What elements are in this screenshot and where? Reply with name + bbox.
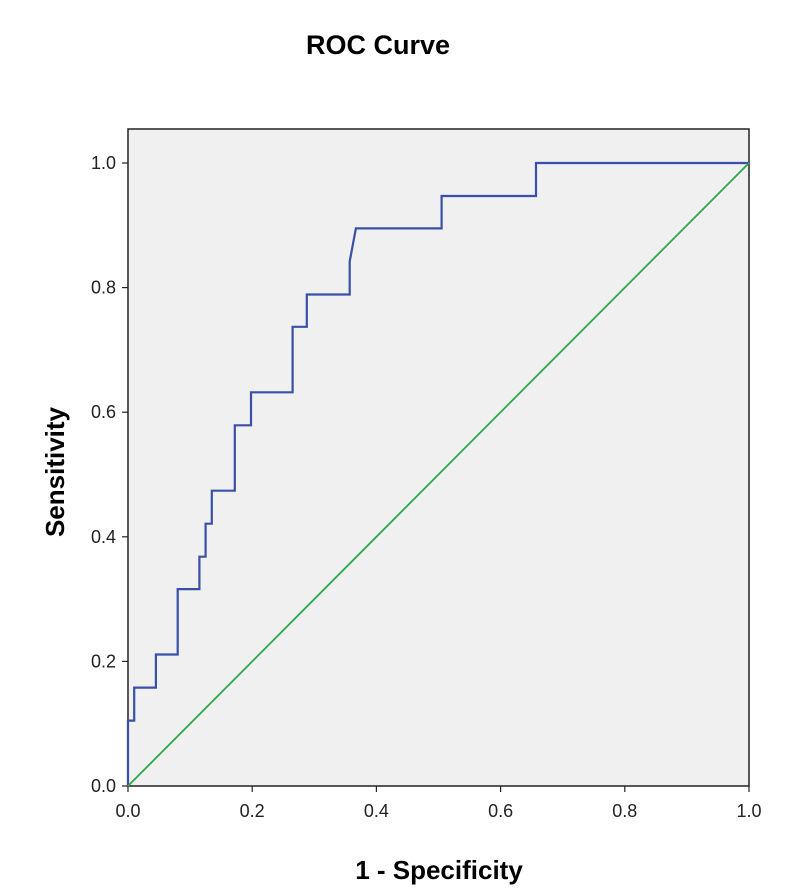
y-axis-label: Sensitivity bbox=[40, 406, 70, 537]
plot-area bbox=[127, 128, 750, 787]
series-layer bbox=[126, 161, 750, 787]
x-tick-label: 0.0 bbox=[115, 801, 140, 821]
x-axis-ticks: 0.0 0.2 0.4 0.6 0.8 1.0 bbox=[115, 786, 762, 821]
x-tick-label: 0.8 bbox=[612, 801, 637, 821]
y-tick-label: 0.8 bbox=[91, 278, 116, 298]
y-tick-label: 0.6 bbox=[91, 402, 116, 422]
roc-curve-line bbox=[126, 161, 749, 786]
x-axis-label: 1 - Specificity bbox=[355, 855, 523, 885]
x-tick-label: 0.2 bbox=[240, 801, 265, 821]
y-tick-label: 1.0 bbox=[91, 153, 116, 173]
x-tick-label: 1.0 bbox=[736, 801, 761, 821]
y-tick-label: 0.4 bbox=[91, 527, 116, 547]
y-tick-label: 0.2 bbox=[91, 651, 116, 671]
reference-diagonal-line bbox=[127, 162, 750, 787]
y-axis-ticks: 0.0 0.2 0.4 0.6 0.8 1.0 bbox=[91, 153, 128, 796]
x-tick-label: 0.6 bbox=[488, 801, 513, 821]
y-tick-label: 0.0 bbox=[91, 776, 116, 796]
x-tick-label: 0.4 bbox=[364, 801, 389, 821]
chart-title: ROC Curve bbox=[306, 30, 450, 60]
